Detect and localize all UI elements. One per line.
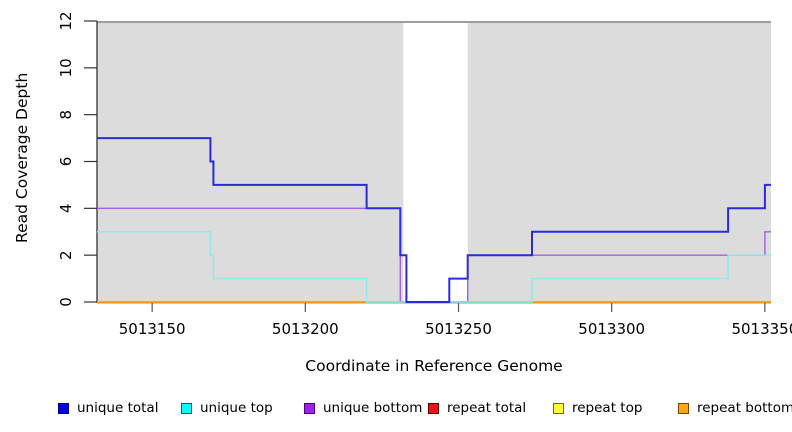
legend: unique total unique top unique bottom repea… <box>0 399 792 419</box>
y-tick-label: 4 <box>57 204 75 214</box>
x-tick-label: 5013250 <box>425 320 492 338</box>
legend-label: repeat top <box>572 400 643 416</box>
x-tick-label: 5013150 <box>119 320 186 338</box>
legend-label: unique bottom <box>323 400 423 416</box>
y-tick-label: 2 <box>57 250 75 260</box>
series-line-unique-top <box>97 231 771 303</box>
x-axis-title: Coordinate in Reference Genome <box>305 357 563 375</box>
coverage-gap-region <box>403 21 468 302</box>
legend-item-repeat-bottom: repeat bottom <box>678 399 792 417</box>
legend-item-unique-top: unique top <box>181 399 273 417</box>
legend-item-repeat-top: repeat top <box>553 399 642 417</box>
legend-swatch-icon <box>553 402 564 414</box>
y-axis-title: Read Coverage Depth <box>13 72 31 243</box>
x-tick-label: 5013200 <box>272 320 339 338</box>
y-tick-label: 0 <box>57 297 75 307</box>
legend-item-unique-total: unique total <box>58 399 158 417</box>
legend-label: repeat total <box>447 400 527 416</box>
x-tick-label: 5013350 <box>731 320 792 338</box>
legend-swatch-icon <box>58 402 69 414</box>
x-tick-label: 5013300 <box>578 320 645 338</box>
legend-swatch-icon <box>678 402 689 414</box>
legend-label: repeat bottom <box>697 400 792 416</box>
legend-label: unique top <box>200 400 273 416</box>
y-tick-label: 12 <box>57 11 75 30</box>
legend-label: unique total <box>77 400 159 416</box>
y-tick-label: 8 <box>57 110 75 120</box>
legend-swatch-icon <box>428 402 439 414</box>
legend-item-repeat-total: repeat total <box>428 399 526 417</box>
y-tick-label: 6 <box>57 157 75 167</box>
y-tick-label: 10 <box>57 58 75 77</box>
legend-item-unique-bottom: unique bottom <box>304 399 422 417</box>
series-line-unique-total <box>97 137 771 303</box>
legend-swatch-icon <box>181 402 192 414</box>
legend-swatch-icon <box>304 402 315 414</box>
